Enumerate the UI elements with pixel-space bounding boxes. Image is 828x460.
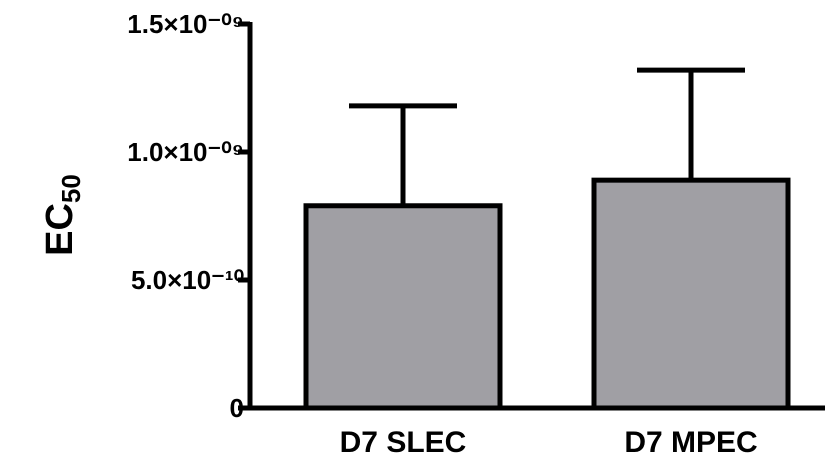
- y-axis-label-main: EC: [39, 203, 81, 256]
- y-tick-label-2: 5.0×10⁻¹⁰: [131, 265, 244, 295]
- svg-text:EC50: EC50: [39, 174, 86, 256]
- y-tick-label-3: 1.0×10⁻⁰⁹: [127, 137, 244, 167]
- y-tick-label-4: 1.5×10⁻⁰⁹: [127, 9, 244, 39]
- x-category-label-2: D7 MPEC: [624, 426, 757, 459]
- bar-1: [303, 203, 503, 411]
- y-tick-label-1: 0: [230, 393, 244, 423]
- y-axis-label-subscript: 50: [56, 174, 86, 203]
- y-axis-label: EC50: [39, 174, 86, 256]
- bar-2: [591, 177, 791, 411]
- x-category-label-1: D7 SLEC: [340, 426, 467, 459]
